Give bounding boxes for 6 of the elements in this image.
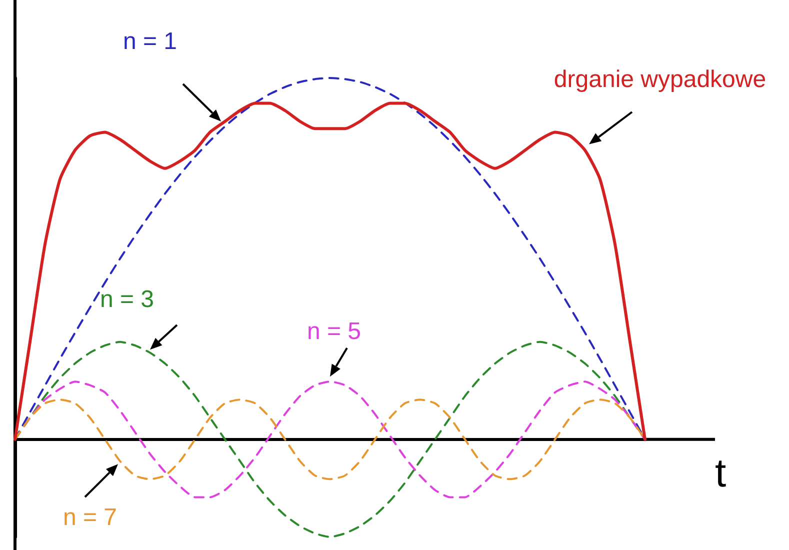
series-label: n = 5 bbox=[306, 318, 362, 346]
series-label: drganie wypadkowe bbox=[554, 66, 766, 94]
series-label: n = 3 bbox=[100, 286, 154, 314]
text: n = 1 bbox=[122, 28, 178, 56]
x-axis-title: t bbox=[715, 451, 726, 496]
series-label: n = 7 bbox=[62, 504, 118, 532]
